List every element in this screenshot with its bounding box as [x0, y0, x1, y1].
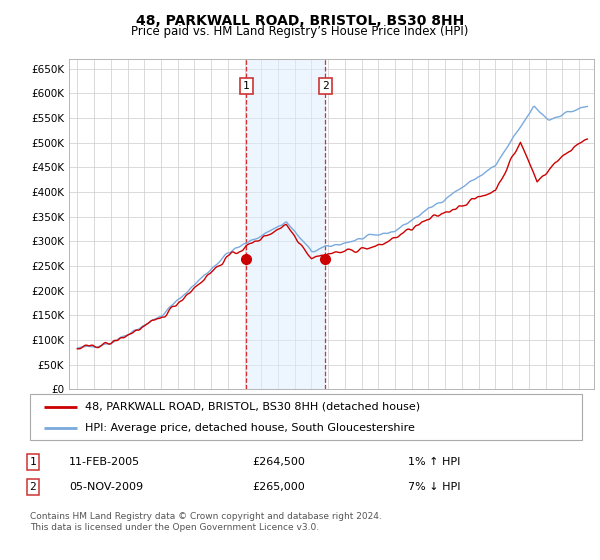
Text: 11-FEB-2005: 11-FEB-2005	[69, 457, 140, 467]
FancyBboxPatch shape	[30, 394, 582, 440]
Text: 1: 1	[29, 457, 37, 467]
Text: 1: 1	[243, 81, 250, 91]
Text: 2: 2	[29, 482, 37, 492]
Text: HPI: Average price, detached house, South Gloucestershire: HPI: Average price, detached house, Sout…	[85, 423, 415, 433]
Text: 48, PARKWALL ROAD, BRISTOL, BS30 8HH (detached house): 48, PARKWALL ROAD, BRISTOL, BS30 8HH (de…	[85, 402, 421, 412]
Text: 7% ↓ HPI: 7% ↓ HPI	[408, 482, 461, 492]
Bar	[247, 59, 325, 389]
Text: 48, PARKWALL ROAD, BRISTOL, BS30 8HH: 48, PARKWALL ROAD, BRISTOL, BS30 8HH	[136, 14, 464, 28]
Text: Contains HM Land Registry data © Crown copyright and database right 2024.
This d: Contains HM Land Registry data © Crown c…	[30, 512, 382, 532]
Text: 05-NOV-2009: 05-NOV-2009	[69, 482, 143, 492]
Text: £265,000: £265,000	[252, 482, 305, 492]
Text: £264,500: £264,500	[252, 457, 305, 467]
Text: 1% ↑ HPI: 1% ↑ HPI	[408, 457, 460, 467]
Text: 2: 2	[322, 81, 329, 91]
Text: Price paid vs. HM Land Registry’s House Price Index (HPI): Price paid vs. HM Land Registry’s House …	[131, 25, 469, 38]
